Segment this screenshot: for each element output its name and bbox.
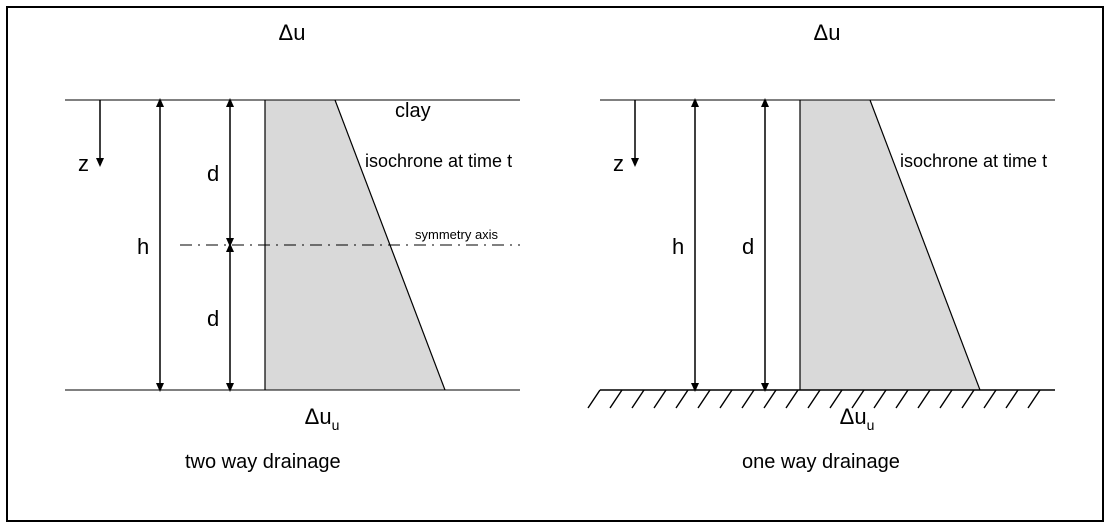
left-clay-label: clay bbox=[395, 100, 431, 122]
right-isochrone-label: isochrone at time t bbox=[900, 151, 1047, 171]
right-h-label: h bbox=[672, 234, 684, 259]
hatch-line bbox=[676, 390, 688, 408]
diagram-canvas: Δu clay isochrone at time t symmetry axi… bbox=[0, 0, 1110, 528]
hatch-line bbox=[610, 390, 622, 408]
hatch-line bbox=[1006, 390, 1018, 408]
hatch-line bbox=[786, 390, 798, 408]
left-caption: two way drainage bbox=[185, 451, 341, 473]
left-isochrone-label: isochrone at time t bbox=[365, 151, 512, 171]
hatch-line bbox=[808, 390, 820, 408]
hatch-line bbox=[698, 390, 710, 408]
hatch-line bbox=[764, 390, 776, 408]
hatch-line bbox=[962, 390, 974, 408]
right-z-label: z bbox=[613, 151, 624, 176]
right-caption: one way drainage bbox=[742, 451, 900, 473]
left-h-label: h bbox=[137, 234, 149, 259]
hatch-line bbox=[940, 390, 952, 408]
hatch-line bbox=[632, 390, 644, 408]
hatch-line bbox=[720, 390, 732, 408]
left-z-label: z bbox=[78, 151, 89, 176]
hatch-line bbox=[874, 390, 886, 408]
left-d-upper-label: d bbox=[207, 161, 219, 186]
left-diagram: Δu clay isochrone at time t symmetry axi… bbox=[30, 20, 570, 500]
right-hatch-group bbox=[588, 390, 1040, 408]
hatch-line bbox=[918, 390, 930, 408]
left-d-lower-label: d bbox=[207, 306, 219, 331]
hatch-line bbox=[588, 390, 600, 408]
hatch-line bbox=[1028, 390, 1040, 408]
right-isochrone-shape bbox=[800, 100, 980, 390]
hatch-line bbox=[984, 390, 996, 408]
left-delta-u-top-label: Δu bbox=[279, 20, 306, 45]
right-delta-u-top-label: Δu bbox=[814, 20, 841, 45]
left-symmetry-label: symmetry axis bbox=[415, 227, 499, 242]
hatch-line bbox=[654, 390, 666, 408]
right-delta-u-bottom-label: Δuu bbox=[840, 404, 875, 433]
left-delta-u-bottom-label: Δuu bbox=[305, 404, 340, 433]
hatch-line bbox=[742, 390, 754, 408]
right-diagram: Δu isochrone at time t z h d one way dra… bbox=[560, 20, 1100, 500]
right-d-label: d bbox=[742, 234, 754, 259]
hatch-line bbox=[896, 390, 908, 408]
